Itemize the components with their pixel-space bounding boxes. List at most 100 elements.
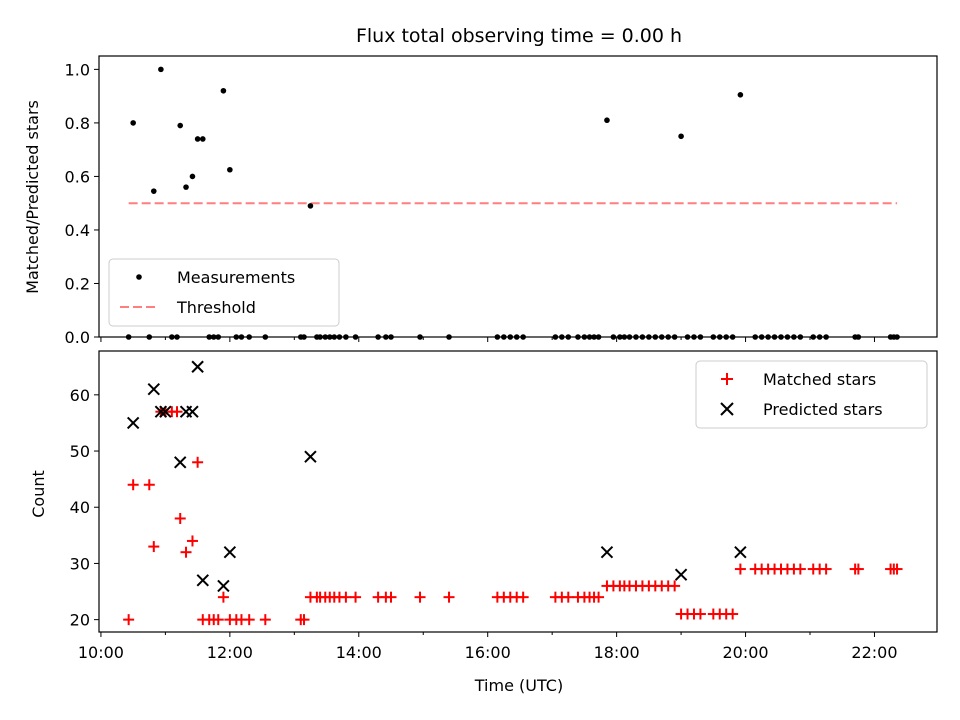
count-y-tick-label: 30 [70, 554, 90, 573]
x-tick-label: 14:00 [336, 643, 382, 662]
predicted-point [217, 579, 230, 593]
matched-point [298, 614, 310, 626]
matched-point [212, 614, 224, 626]
measurement-point [177, 122, 184, 129]
count-data-marks [123, 360, 903, 626]
measurement-point [130, 120, 136, 126]
matched-point [217, 591, 229, 603]
matched-point [143, 479, 155, 491]
predicted-point [147, 383, 160, 396]
ratio-y-tick-label: 0.6 [65, 167, 90, 186]
matched-point [350, 591, 362, 603]
x-axis-label: Time (UTC) [474, 676, 563, 695]
measurement-point [189, 173, 196, 180]
chart-title: Flux total observing time = 0.00 h [356, 25, 682, 47]
measurement-point [194, 136, 201, 142]
matched-point [123, 614, 135, 626]
ratio-y-tick-label: 0.0 [65, 328, 90, 347]
predicted-point [734, 545, 747, 559]
legend-predicted-marker [720, 402, 734, 416]
ratio-legend-box [108, 258, 340, 327]
count-y-tick-label: 20 [70, 611, 90, 630]
count-y-tick-label: 60 [70, 386, 90, 405]
predicted-point [174, 456, 187, 469]
predicted-point [196, 574, 209, 587]
matched-point [180, 546, 192, 558]
ratio-panel: 0.0 0.2 0.4 0.6 0.8 1.0 Matched/Predicted sta… [23, 55, 938, 347]
count-panel: 20 30 40 50 60 10:00 12:00 14:00 16:00 18:00 20:0… [29, 350, 938, 695]
matched-point [385, 591, 397, 603]
measurement-point [678, 133, 684, 140]
measurement-point [307, 203, 314, 209]
matched-point [443, 591, 455, 603]
x-tick-label: 22:00 [851, 643, 897, 662]
ratio-y-tick-label: 0.8 [65, 114, 90, 133]
predicted-point [600, 545, 614, 559]
legend-measurement-marker [136, 274, 142, 280]
predicted-point [674, 568, 688, 581]
predicted-point [191, 360, 204, 373]
legend-matched-label: Matched stars [763, 370, 876, 389]
matched-point [340, 591, 352, 603]
matched-point [852, 563, 864, 575]
matched-point [192, 456, 204, 468]
predicted-point [154, 405, 168, 418]
matched-point [694, 608, 706, 620]
measurement-point [227, 166, 233, 173]
ratio-y-axis-label: Matched/Predicted stars [23, 100, 42, 294]
ratio-y-tick-label: 0.2 [65, 274, 90, 293]
predicted-point [223, 545, 237, 559]
count-legend-box [695, 360, 928, 429]
matched-point [669, 580, 681, 592]
measurement-point [199, 136, 206, 142]
matched-point [820, 563, 832, 575]
predicted-point [159, 405, 172, 418]
x-tick-label: 12:00 [207, 643, 253, 662]
matched-point [186, 535, 198, 547]
matched-point [734, 563, 746, 575]
count-plot-frame [98, 350, 938, 633]
matched-point [259, 614, 271, 626]
measurement-point [158, 66, 164, 73]
count-x-axis: 10:00 12:00 14:00 16:00 18:00 20:00 22:00 [78, 632, 898, 662]
measurement-point [737, 92, 744, 98]
predicted-point [304, 450, 317, 463]
count-y-tick-label: 50 [70, 442, 90, 461]
matched-point [794, 563, 806, 575]
ratio-y-tick-label: 1.0 [65, 60, 90, 79]
measurement-point [604, 117, 610, 124]
legend-matched-marker [721, 373, 733, 385]
legend-predicted-label: Predicted stars [763, 400, 883, 419]
predicted-point [126, 416, 140, 430]
legend-threshold-label: Threshold [176, 298, 256, 317]
measurement-point [220, 87, 227, 94]
matched-point [593, 591, 605, 603]
matched-point [127, 479, 139, 491]
ratio-plot-frame [98, 55, 938, 338]
matched-point [891, 563, 903, 575]
measurement-point [183, 184, 189, 190]
measurement-point [150, 188, 157, 194]
ratio-legend: Measurements Threshold [108, 258, 340, 327]
ratio-y-tick-label: 0.4 [65, 221, 90, 240]
ratio-y-axis: 0.0 0.2 0.4 0.6 0.8 1.0 [65, 60, 99, 347]
matched-point [414, 591, 426, 603]
count-y-axis: 20 30 40 50 60 [70, 386, 99, 630]
count-legend: Matched stars Predicted stars [695, 360, 928, 429]
predicted-point [186, 405, 199, 418]
matched-point [171, 406, 183, 418]
matched-point [727, 608, 739, 620]
matched-point [562, 591, 574, 603]
x-tick-label: 20:00 [722, 643, 768, 662]
matched-point [174, 512, 186, 524]
matched-point [148, 541, 160, 553]
x-tick-label: 10:00 [78, 643, 124, 662]
matched-point [243, 614, 255, 626]
count-y-tick-label: 40 [70, 498, 90, 517]
matched-point [517, 591, 529, 603]
x-tick-label: 16:00 [465, 643, 511, 662]
count-y-axis-label: Count [29, 470, 48, 518]
x-tick-label: 18:00 [594, 643, 640, 662]
legend-measurements-label: Measurements [177, 268, 295, 287]
